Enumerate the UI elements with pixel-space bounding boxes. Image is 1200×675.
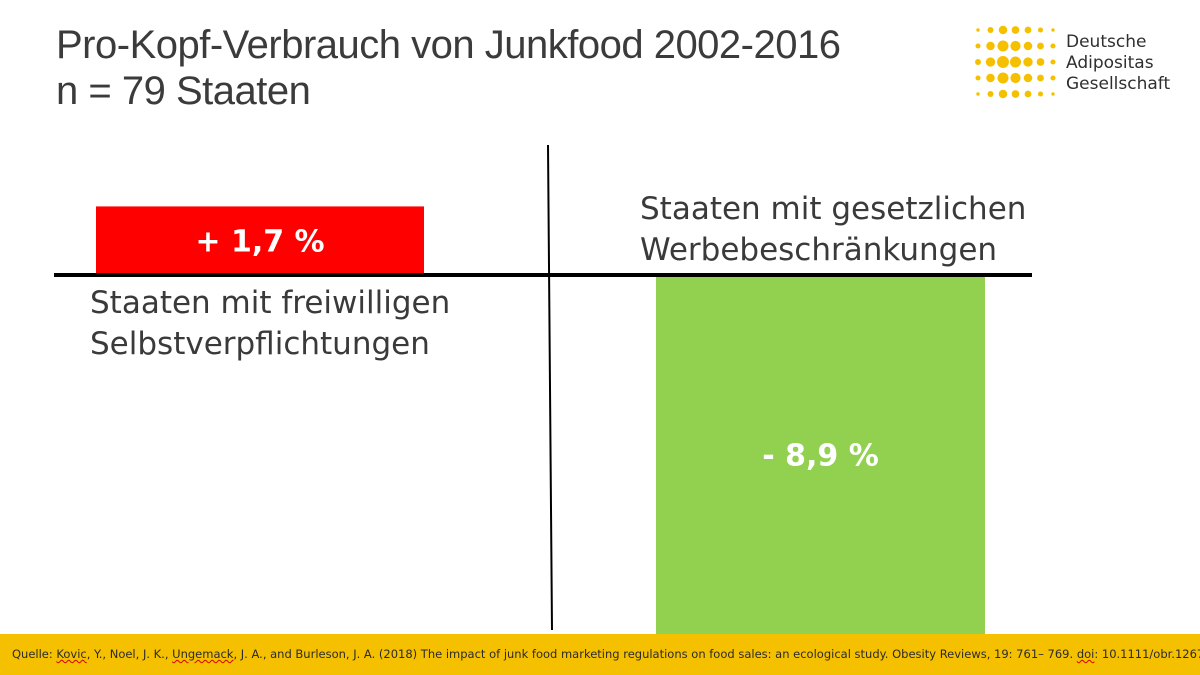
logo-dot <box>1011 90 1020 98</box>
title-line-1: Pro-Kopf-Verbrauch von Junkfood 2002-201… <box>56 23 841 67</box>
logo-dot <box>985 57 996 67</box>
source-part-4: , J. A., and Burleson, J. A. (2018) The … <box>233 647 1077 661</box>
source-author-3: Ungemack <box>172 647 234 661</box>
source-part-2: , Y., Noel, J. K., <box>86 647 173 661</box>
logo-dot <box>975 75 981 81</box>
logo-line-3: Gesellschaft <box>1066 74 1171 94</box>
bar-legal <box>656 275 985 634</box>
category-label-voluntary-line-1: Staaten mit freiwilligen <box>90 285 451 321</box>
logo-dots-icon <box>975 25 1056 99</box>
logo-dot <box>1051 28 1055 32</box>
logo-dot <box>976 28 980 32</box>
divider-line <box>547 144 553 631</box>
logo-dot <box>998 89 1008 99</box>
logo: Deutsche Adipositas Gesellschaft <box>970 24 1190 104</box>
logo-dot <box>1009 56 1022 68</box>
bar-voluntary <box>96 206 424 275</box>
logo-dot <box>1037 27 1044 33</box>
logo-dot <box>1011 26 1020 34</box>
logo-dot <box>986 73 995 83</box>
logo-dot <box>975 43 981 49</box>
category-label-voluntary: Staaten mit freiwilligen Selbstverpflich… <box>90 283 450 365</box>
logo-dot <box>1023 41 1033 51</box>
logo-dot <box>975 59 981 65</box>
logo-dot <box>1037 42 1044 50</box>
data-label-legal: - 8,9 % <box>762 439 879 474</box>
logo-dot <box>997 72 1009 84</box>
logo-dot <box>997 40 1009 52</box>
logo-dot <box>1024 90 1032 98</box>
logo-text: Deutsche Adipositas Gesellschaft <box>1066 32 1170 95</box>
logo-dot <box>1024 26 1032 34</box>
source-doi-value: : 10.1111/obr.12678. <box>1094 647 1200 661</box>
logo-dot <box>1023 57 1033 67</box>
logo-dot <box>998 25 1008 35</box>
logo-dot <box>987 27 994 33</box>
logo-dot <box>1036 58 1045 66</box>
title-line-2: n = 79 Staaten <box>56 69 311 113</box>
logo-dot <box>1010 40 1021 52</box>
logo-dot <box>1050 75 1056 81</box>
category-label-voluntary-line-2: Selbstverpflichtungen <box>90 326 430 362</box>
logo-dot <box>1037 91 1044 97</box>
source-prefix: Quelle: <box>12 647 57 661</box>
category-label-legal-line-2: Werbebeschränkungen <box>640 232 998 268</box>
logo-line-1: Deutsche <box>1066 32 1147 52</box>
logo-line-2: Adipositas <box>1066 53 1154 73</box>
logo-dot <box>1050 43 1056 49</box>
logo-dot <box>1037 74 1044 82</box>
logo-dot <box>1051 92 1055 96</box>
source-citation: Quelle: Kovic, Y., Noel, J. K., Ungemack… <box>0 634 1200 675</box>
logo-dot <box>1050 59 1056 65</box>
category-label-legal: Staaten mit gesetzlichen Werbebeschränku… <box>640 189 1026 271</box>
logo-dot <box>987 91 994 97</box>
source-doi-label: doi <box>1076 647 1095 661</box>
source-author-1: Kovic <box>56 647 87 661</box>
logo-dot <box>976 92 980 96</box>
category-label-legal-line-1: Staaten mit gesetzlichen <box>640 191 1027 227</box>
logo-dot <box>1023 73 1033 83</box>
bar-chart: + 1,7 % - 8,9 % <box>54 144 1032 634</box>
logo-dot <box>997 56 1009 68</box>
page-title: Pro-Kopf-Verbrauch von Junkfood 2002-201… <box>56 22 841 114</box>
logo-dot <box>1010 72 1021 84</box>
logo-dot <box>986 41 995 51</box>
data-label-voluntary: + 1,7 % <box>195 225 324 260</box>
